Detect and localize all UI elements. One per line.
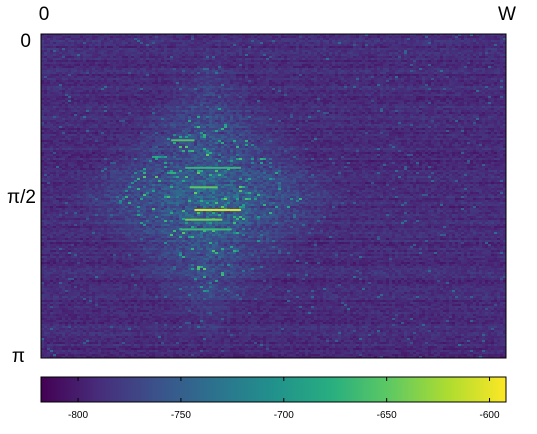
bright-streak [194,208,241,211]
heatmap-plot-area [41,34,506,358]
y-tick-label-bottom: π [12,346,25,367]
colorbar-tick-label: -800 [68,410,88,421]
colorbar-tick-label: -600 [480,410,500,421]
colorbar-tick-label: -700 [274,410,294,421]
y-tick-label-top: 0 [20,31,31,52]
x-tick-label-end: W [498,4,516,25]
bright-streak [185,218,223,221]
plot-frame [40,33,507,359]
colorbar-tick-label: -750 [171,410,191,421]
heatmap-cells [41,34,506,358]
bright-streak [189,186,218,189]
y-tick-label-middle: π/2 [7,187,36,208]
bright-streak [180,228,232,231]
colorbar-tick-label: -650 [377,410,397,421]
bright-streak [171,139,195,142]
x-tick-label-start: 0 [39,4,50,25]
bright-streak [185,166,241,169]
colorbar-ticks: -800 -750 -700 -650 -600 [68,377,500,421]
colorbar [40,376,507,403]
